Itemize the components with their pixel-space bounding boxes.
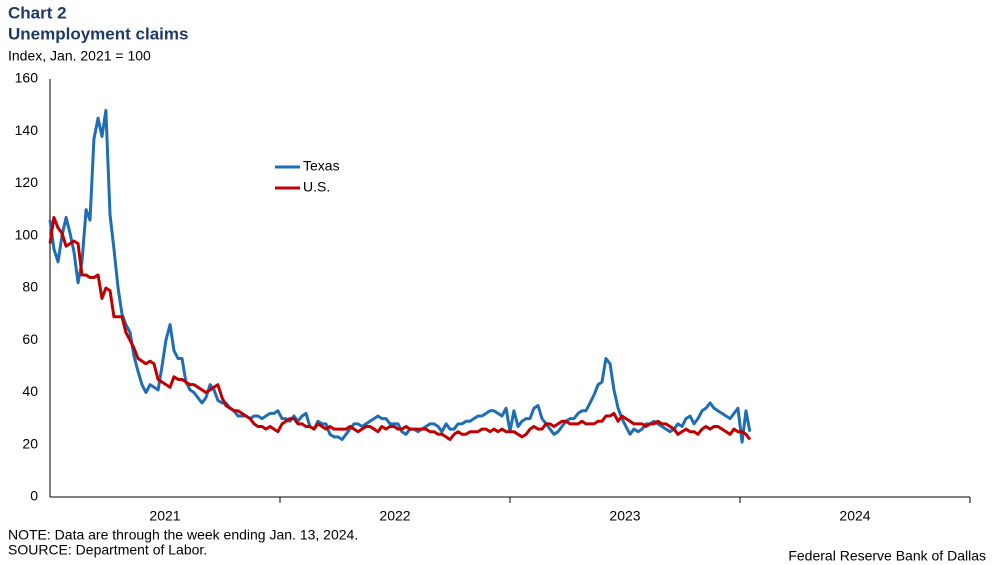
- y-tick-label: 40: [22, 383, 38, 399]
- x-tick-label: 2023: [609, 508, 640, 524]
- note: NOTE: Data are through the week ending J…: [8, 527, 358, 543]
- credit: Federal Reserve Bank of Dallas: [788, 548, 986, 564]
- x-tick-label: 2022: [379, 508, 410, 524]
- chart-title: Chart 2: [8, 3, 67, 22]
- y-tick-label: 100: [15, 226, 39, 242]
- y-tick-label: 80: [22, 279, 38, 295]
- y-tick-label: 20: [22, 435, 38, 451]
- source: SOURCE: Department of Labor.: [8, 542, 207, 558]
- legend-label: Texas: [303, 158, 340, 174]
- x-tick-label: 2024: [839, 508, 870, 524]
- y-tick-label: 140: [15, 122, 39, 138]
- series-line: [48, 215, 752, 442]
- y-tick-label: 120: [15, 174, 39, 190]
- y-axis-label: Index, Jan. 2021 = 100: [8, 48, 151, 64]
- legend-label: U.S.: [303, 179, 330, 195]
- series-line: [48, 108, 752, 444]
- chart-subtitle: Unemployment claims: [8, 24, 188, 43]
- y-tick-label: 60: [22, 331, 38, 347]
- x-tick-label: 2021: [149, 508, 180, 524]
- y-tick-label: 160: [15, 70, 39, 86]
- y-tick-label: 0: [30, 488, 38, 504]
